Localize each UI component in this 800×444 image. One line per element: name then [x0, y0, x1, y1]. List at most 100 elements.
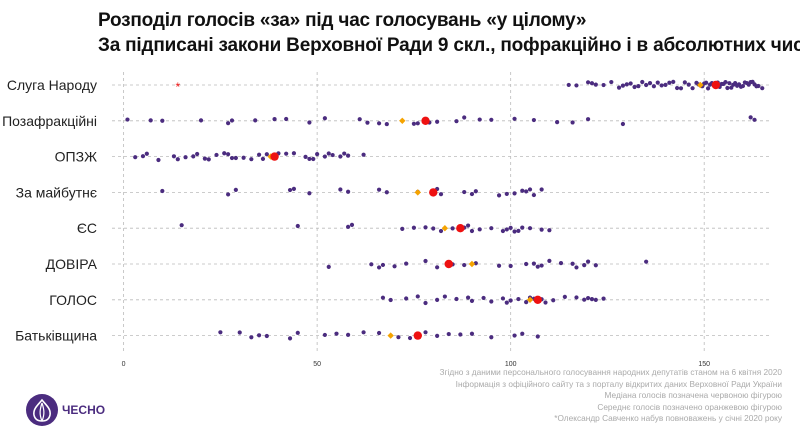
data-point [640, 79, 645, 85]
data-point [678, 86, 684, 91]
data-point [291, 186, 297, 192]
data-point [647, 81, 653, 86]
data-point [740, 83, 746, 89]
category-label: ДОВІРА [46, 256, 98, 272]
mean-marker [526, 296, 534, 303]
data-point [249, 157, 254, 162]
data-point [454, 119, 459, 124]
data-point [535, 264, 540, 269]
data-point [496, 193, 502, 198]
data-point [376, 330, 382, 336]
data-point [438, 192, 444, 197]
median-marker [421, 116, 430, 126]
data-point [338, 154, 343, 159]
data-point [589, 81, 595, 86]
data-point [462, 262, 467, 268]
data-point [140, 154, 146, 159]
chart-title-block: Розподіл голосів «за» під час голосувань… [98, 8, 800, 58]
data-point [593, 297, 598, 302]
data-point [249, 335, 254, 340]
data-point [380, 295, 386, 300]
data-point [256, 333, 262, 338]
data-point [555, 120, 560, 125]
data-point [535, 334, 540, 339]
data-point [582, 297, 587, 302]
data-point [264, 333, 269, 339]
data-point [315, 152, 320, 157]
footer-note-median: Медіана голосів позначена червоною фігур… [604, 390, 782, 401]
data-point [214, 152, 219, 158]
data-point [322, 116, 327, 121]
x-tick-label: 100 [505, 361, 517, 368]
data-point [357, 117, 362, 122]
data-point [423, 258, 428, 264]
data-point [539, 227, 544, 232]
data-point [287, 336, 293, 341]
data-point [589, 297, 595, 302]
data-point [365, 120, 370, 125]
data-point [512, 116, 517, 121]
data-point [287, 187, 293, 193]
data-point [349, 222, 355, 228]
data-point [562, 294, 567, 299]
data-point [500, 228, 506, 234]
data-point [489, 335, 494, 340]
data-point [384, 190, 389, 195]
data-point [346, 189, 351, 194]
mean-marker [414, 189, 421, 196]
data-point [524, 261, 529, 267]
data-point [516, 296, 521, 302]
data-point [404, 261, 409, 266]
data-point [727, 81, 732, 86]
data-point [469, 228, 475, 234]
data-point [346, 332, 351, 337]
data-point [500, 296, 506, 301]
category-label: Батьківщина [15, 328, 97, 344]
data-point [496, 263, 502, 268]
x-tick-label: 50 [313, 361, 321, 368]
data-point [531, 261, 536, 266]
data-point [508, 225, 513, 231]
data-point [148, 118, 153, 123]
data-point [388, 297, 393, 303]
data-point [450, 226, 455, 231]
data-point [284, 151, 289, 156]
data-point [469, 331, 475, 336]
data-point [636, 84, 641, 89]
data-point [361, 152, 366, 157]
data-point [338, 187, 343, 192]
data-point [226, 121, 231, 126]
data-point [241, 155, 246, 160]
data-point [469, 298, 475, 304]
data-point [423, 330, 428, 335]
data-point [723, 79, 728, 85]
data-point [284, 116, 289, 122]
data-point [551, 298, 556, 303]
data-point [489, 117, 494, 122]
data-point [547, 258, 552, 263]
data-point [570, 120, 575, 125]
data-point [411, 225, 417, 230]
data-point [651, 84, 656, 89]
data-point [438, 228, 444, 234]
data-point [520, 188, 525, 193]
data-point [458, 332, 463, 337]
data-point [756, 83, 761, 89]
data-point [489, 226, 494, 231]
median-marker [711, 80, 721, 90]
data-point [423, 300, 428, 306]
data-point [311, 156, 316, 162]
category-label: ОПЗЖ [55, 149, 97, 165]
footer-notes: Згідно з даними персонального голосуванн… [362, 367, 782, 425]
data-point [435, 119, 440, 124]
data-point [566, 82, 571, 88]
data-point [384, 121, 389, 127]
mean-marker [399, 117, 406, 124]
data-point [462, 115, 467, 120]
data-point [369, 262, 374, 267]
mean-marker [387, 332, 394, 339]
data-point [585, 259, 591, 264]
data-point [435, 333, 440, 338]
footer-note-mean: Середнє голосів позначено оранжевою фігу… [597, 401, 782, 412]
